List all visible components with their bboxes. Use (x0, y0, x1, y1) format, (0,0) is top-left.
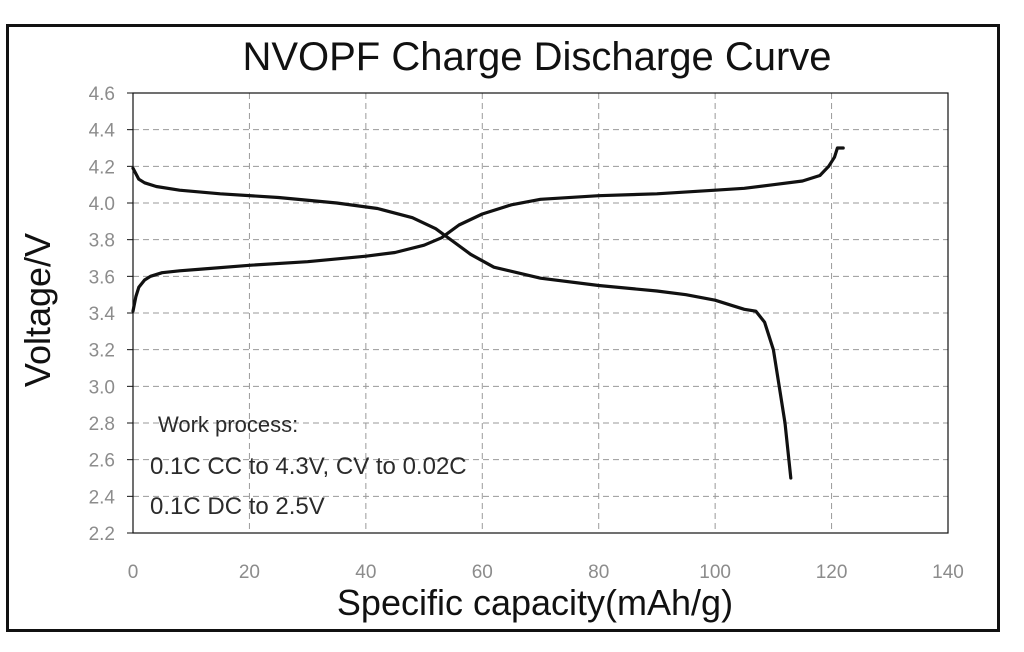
x-tick-label: 40 (355, 562, 376, 583)
x-tick-label: 120 (816, 562, 848, 583)
x-tick-label: 100 (699, 562, 731, 583)
chart-title: NVOPF Charge Discharge Curve (242, 35, 831, 79)
y-tick-label: 3.2 (89, 341, 115, 362)
x-tick-label: 20 (239, 562, 260, 583)
y-tick-label: 4.0 (89, 194, 115, 215)
y-tick-label: 2.2 (89, 524, 115, 545)
y-tick-label: 4.6 (89, 84, 115, 105)
y-tick-label: 4.2 (89, 157, 115, 178)
discharge-curve (131, 166, 793, 480)
series-lines (131, 146, 845, 480)
x-tick-label: 0 (128, 562, 139, 583)
y-tick-label: 3.6 (89, 267, 115, 288)
chart-frame (6, 24, 1000, 632)
y-tick-label: 3.8 (89, 231, 115, 252)
y-axis-label: Voltage/V (17, 233, 58, 387)
charge-curve (131, 146, 845, 313)
x-tick-labels: 0 20 40 60 80 100 120 140 (128, 562, 964, 583)
y-tick-label: 3.0 (89, 377, 115, 398)
y-tick-label: 3.4 (89, 304, 116, 325)
plot-area (132, 92, 949, 534)
annotation-charge-condition: 0.1C CC to 4.3V, CV to 0.02C (150, 453, 467, 480)
x-tick-label: 60 (472, 562, 493, 583)
x-tick-label: 140 (932, 562, 964, 583)
x-axis-label: Specific capacity(mAh/g) (337, 582, 733, 623)
annotation-discharge-condition: 0.1C DC to 2.5V (150, 493, 325, 520)
y-tick-label: 4.4 (89, 121, 116, 142)
annotation-work-process: Work process: (158, 412, 298, 437)
y-tick-label: 2.8 (89, 414, 115, 435)
x-tick-label: 80 (588, 562, 609, 583)
y-tick-labels: 2.2 2.4 2.6 2.8 3.0 3.2 3.4 3.6 3.8 4.0 4.2 4.4 4.6 (89, 84, 116, 545)
y-tick-label: 2.4 (89, 487, 116, 508)
grid (127, 92, 948, 534)
y-tick-label: 2.6 (89, 451, 115, 472)
